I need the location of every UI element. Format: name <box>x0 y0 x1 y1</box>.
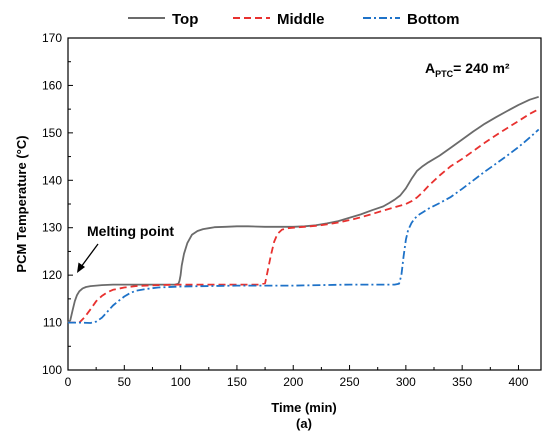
series-line-top <box>67 95 539 324</box>
area-sub: PTC <box>435 69 454 79</box>
x-tick-label: 50 <box>118 375 132 389</box>
x-tick-label: 250 <box>340 375 360 389</box>
area-annotation: APTC= 240 m² <box>425 60 510 79</box>
y-tick-label: 100 <box>42 363 62 377</box>
y-tick-label: 150 <box>42 126 62 140</box>
y-tick-label: 170 <box>42 31 62 45</box>
x-tick-label: 200 <box>283 375 303 389</box>
x-tick-label: 300 <box>396 375 416 389</box>
y-axis-title: PCM Temperature (°C) <box>14 135 29 272</box>
plot-frame <box>67 37 542 371</box>
axis-ticks: 0 50 100 150 200 250 300 350 400 100 110 120 130 140 1… <box>42 31 529 389</box>
area-value: = 240 m² <box>453 60 510 76</box>
x-tick-label: 0 <box>65 375 72 389</box>
legend: Top Middle Bottom <box>128 11 460 28</box>
x-axis-title: Time (min) <box>271 400 337 415</box>
x-tick-label: 350 <box>452 375 472 389</box>
area-main: A <box>425 60 435 76</box>
legend-label-top: Top <box>172 11 198 28</box>
legend-label-middle: Middle <box>277 11 325 28</box>
melting-point-arrowhead <box>77 262 85 273</box>
x-tick-label: 100 <box>171 375 191 389</box>
series-line-middle <box>68 108 540 324</box>
x-tick-label: 400 <box>508 375 528 389</box>
melting-point-label: Melting point <box>87 223 174 239</box>
y-tick-label: 130 <box>42 221 62 235</box>
x-tick-label: 150 <box>227 375 247 389</box>
series-line-bottom <box>68 128 540 324</box>
y-tick-label: 140 <box>42 173 62 187</box>
series-lines <box>67 95 540 324</box>
y-tick-label: 160 <box>42 78 62 92</box>
y-tick-label: 110 <box>43 316 62 330</box>
melting-point-arrow <box>80 243 99 268</box>
legend-label-bottom: Bottom <box>407 11 460 28</box>
caption: (a) <box>296 416 312 431</box>
y-tick-label: 120 <box>42 268 62 282</box>
